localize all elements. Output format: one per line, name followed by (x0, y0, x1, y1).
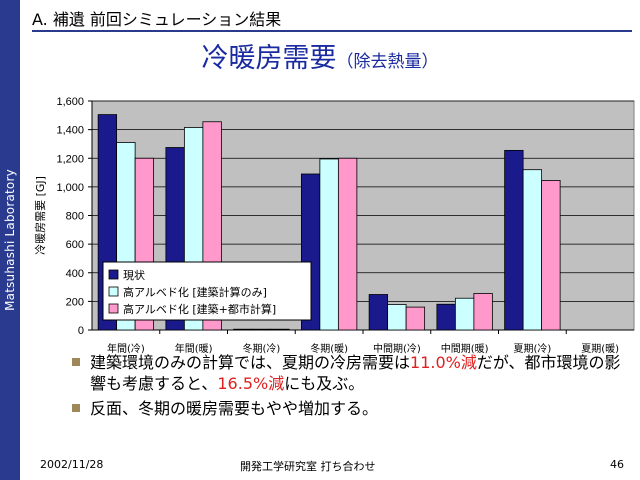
x-tick-label: 年間(冷) (107, 342, 145, 355)
bar-2 (387, 304, 407, 331)
slide-title-sub: （除去熱量） (336, 52, 439, 72)
slide-title-main: 冷暖房需要 (201, 43, 337, 74)
bar-2 (522, 169, 543, 331)
bullet-marker-icon (72, 358, 80, 366)
legend-label-3: 高アルベド化 [建築+都市計算] (123, 302, 276, 316)
x-tick-label: 冬期(暖) (310, 342, 348, 355)
footer-page-number: 46 (610, 458, 624, 471)
y-tick-label: 0 (78, 325, 84, 337)
y-tick-label: 200 (66, 296, 84, 308)
slide-title: 冷暖房需要（除去熱量） (0, 36, 640, 75)
bullet-text: 反面、冬期の暖房需要もやや増加する。 (90, 399, 379, 418)
y-tick-label: 1,600 (56, 96, 84, 108)
sidebar: Matsuhashi Laboratory (0, 0, 20, 480)
bar-1 (233, 328, 253, 331)
legend-box (102, 261, 312, 321)
x-tick-label: 年間(暖) (175, 342, 213, 355)
x-tick-label: 夏期(冷) (513, 342, 551, 355)
y-tick-label: 600 (66, 239, 84, 251)
footer-meeting: 開発工学研究室 打ち合わせ (240, 460, 376, 473)
bullet-highlight: 16.5%減 (217, 374, 285, 393)
bullet-marker-icon (72, 404, 80, 412)
y-tick-label: 1,400 (56, 125, 84, 137)
y-tick-label: 400 (66, 268, 84, 280)
x-tick-label: 冬期(冷) (242, 342, 280, 355)
footer-date: 2002/11/28 (40, 458, 104, 471)
bar-3 (337, 157, 358, 331)
title-rule (32, 30, 632, 32)
x-tick-label: 中間期(冷) (373, 342, 421, 355)
x-tick-label: 夏期(暖) (581, 342, 619, 355)
bar-1 (368, 294, 389, 331)
y-tick-label: 1,200 (56, 153, 84, 165)
bar-3 (270, 328, 290, 331)
bar-1 (436, 303, 456, 331)
y-axis-label: 冷暖房需要 [GJ] (34, 176, 47, 255)
x-tick-label: 中間期(暖) (441, 342, 489, 355)
bullet-item: 反面、冬期の暖房需要もやや増加する。 (72, 398, 632, 419)
bullet-text: 建築環境のみの計算では、夏期の冷房需要は (90, 353, 411, 372)
legend-swatch-1 (108, 269, 119, 280)
section-title: A. 補遺 前回シミュレーション結果 (32, 10, 282, 29)
y-tick-label: 800 (66, 211, 84, 223)
bar-3 (405, 306, 426, 331)
bar-3 (473, 293, 493, 331)
legend-swatch-2 (108, 286, 119, 297)
bar-2 (251, 328, 272, 331)
bullet-highlight: 11.0%減 (410, 353, 477, 372)
bullet-text: にも及ぶ。 (284, 374, 365, 393)
legend-label-1: 現状 (123, 268, 145, 282)
y-tick-label: 1,000 (56, 182, 84, 194)
bullet-list: 建築環境のみの計算では、夏期の冷房需要は11.0%減だが、都市環境の影響も考慮す… (72, 352, 632, 423)
legend-swatch-3 (108, 303, 119, 314)
bar-1 (504, 149, 524, 331)
bullet-item: 建築環境のみの計算では、夏期の冷房需要は11.0%減だが、都市環境の影響も考慮す… (72, 352, 632, 394)
bar-2 (319, 158, 339, 331)
legend-label-2: 高アルベド化 [建築計算のみ] (123, 285, 267, 299)
bullet-text: だが、都市環境の影響も考慮すると、 (90, 353, 621, 393)
bar-2 (454, 297, 475, 331)
bar-3 (541, 180, 561, 331)
